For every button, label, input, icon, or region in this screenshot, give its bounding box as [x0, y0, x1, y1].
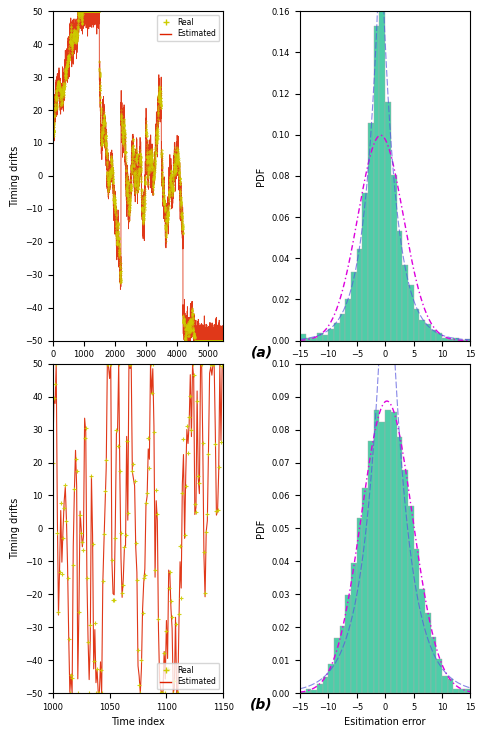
- Bar: [346, 595, 351, 693]
- Bar: [306, 338, 312, 341]
- Y-axis label: PDF: PDF: [256, 518, 266, 538]
- Bar: [323, 677, 328, 693]
- Bar: [414, 309, 419, 341]
- Bar: [465, 689, 470, 693]
- Bar: [396, 436, 402, 693]
- Bar: [396, 231, 402, 341]
- Legend: Real, Estimated: Real, Estimated: [157, 663, 219, 689]
- Bar: [465, 339, 470, 341]
- Bar: [402, 265, 408, 341]
- Bar: [436, 659, 442, 693]
- Bar: [351, 563, 357, 693]
- Bar: [391, 413, 396, 693]
- Bar: [380, 422, 385, 693]
- Bar: [317, 333, 323, 341]
- X-axis label: Esitimation error: Esitimation error: [345, 365, 426, 375]
- Bar: [368, 441, 374, 693]
- Bar: [459, 689, 465, 693]
- Bar: [340, 314, 346, 341]
- Bar: [402, 469, 408, 693]
- Bar: [419, 589, 425, 693]
- Bar: [419, 320, 425, 341]
- Text: (b): (b): [250, 698, 273, 712]
- Bar: [391, 175, 396, 341]
- Bar: [414, 549, 419, 693]
- X-axis label: Time index: Time index: [111, 718, 165, 727]
- Text: (a): (a): [251, 345, 273, 359]
- Bar: [312, 337, 317, 341]
- Bar: [312, 690, 317, 693]
- Bar: [453, 689, 459, 693]
- Bar: [408, 285, 414, 341]
- Bar: [380, 0, 385, 341]
- Bar: [374, 410, 380, 693]
- Bar: [334, 638, 340, 693]
- Bar: [408, 506, 414, 693]
- Bar: [328, 329, 334, 341]
- Bar: [374, 26, 380, 341]
- Y-axis label: Timing drifts: Timing drifts: [10, 498, 20, 559]
- Bar: [357, 518, 362, 693]
- Bar: [425, 325, 431, 341]
- Bar: [436, 333, 442, 341]
- Bar: [442, 338, 448, 341]
- Y-axis label: Timing drifts: Timing drifts: [10, 145, 20, 207]
- Bar: [306, 689, 312, 693]
- Y-axis label: PDF: PDF: [256, 166, 266, 186]
- Bar: [323, 335, 328, 341]
- Bar: [328, 664, 334, 693]
- Bar: [317, 684, 323, 693]
- X-axis label: Time index: Time index: [111, 365, 165, 375]
- Bar: [453, 338, 459, 341]
- Bar: [362, 488, 368, 693]
- Bar: [334, 323, 340, 341]
- Bar: [385, 410, 391, 693]
- Bar: [357, 249, 362, 341]
- Legend: Real, Estimated: Real, Estimated: [157, 15, 219, 42]
- Bar: [425, 613, 431, 693]
- Bar: [346, 299, 351, 341]
- Bar: [442, 676, 448, 693]
- Bar: [431, 637, 436, 693]
- Bar: [431, 330, 436, 341]
- Bar: [368, 123, 374, 341]
- X-axis label: Esitimation error: Esitimation error: [345, 718, 426, 727]
- Bar: [385, 102, 391, 341]
- Bar: [300, 334, 306, 341]
- Bar: [362, 193, 368, 341]
- Bar: [300, 692, 306, 693]
- Bar: [448, 339, 453, 341]
- Bar: [448, 679, 453, 693]
- Bar: [340, 627, 346, 693]
- Bar: [351, 272, 357, 341]
